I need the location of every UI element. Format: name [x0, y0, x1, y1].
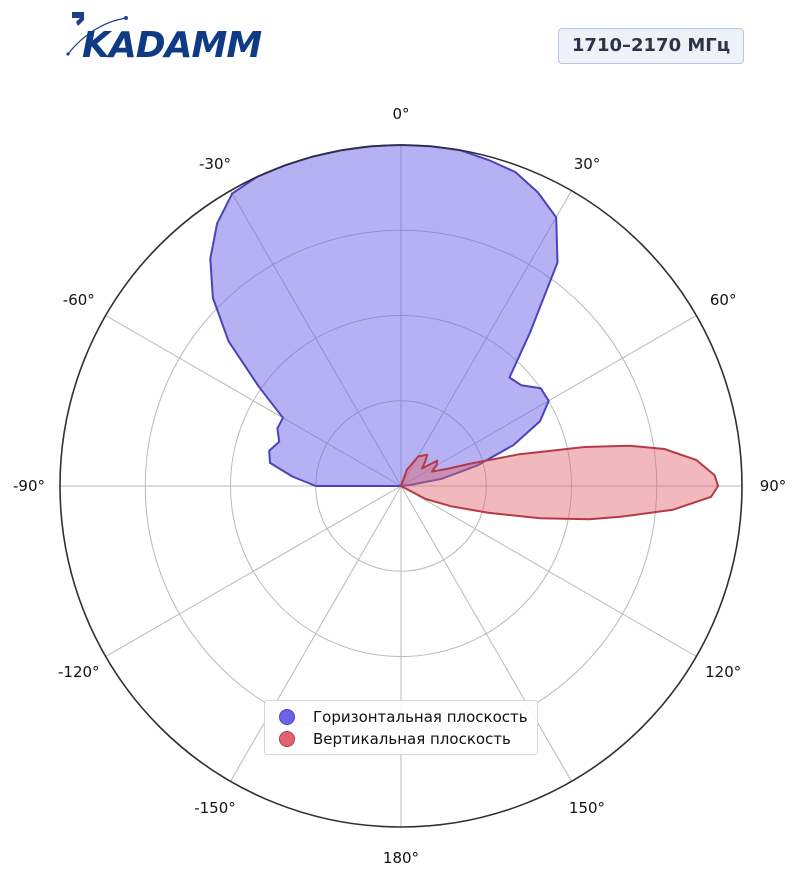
legend-label-vertical: Вертикальная плоскость	[313, 730, 511, 748]
angle-tick-label: -30°	[199, 155, 231, 173]
angle-tick-label: -90°	[13, 477, 45, 495]
brand-logo: KADAMM	[62, 6, 267, 62]
angle-tick-label: 0°	[392, 105, 409, 123]
series-area-1	[400, 444, 720, 521]
brand-wordmark: KADAMM	[82, 25, 262, 62]
angle-tick-label: -120°	[58, 663, 100, 681]
angle-tick-label: -150°	[194, 799, 236, 817]
angle-tick-labels: 0° 30° 60° 90° 120° 150° 180° -150° -120° -90° -60…	[13, 105, 786, 867]
legend-item-horizontal: Горизонтальная плоскость	[279, 706, 537, 728]
series-area-0	[209, 144, 559, 487]
angle-tick-label: 90°	[760, 477, 787, 495]
legend: Горизонтальная плоскость Вертикальная пл…	[264, 700, 538, 755]
kadamm-logo-mark: KADAMM	[66, 12, 263, 62]
outer-ring	[59, 144, 743, 828]
angle-tick-label: 150°	[569, 799, 605, 817]
angle-tick-label: 120°	[705, 663, 741, 681]
angle-tick-label: 180°	[383, 849, 419, 867]
legend-swatch-horizontal	[279, 709, 295, 725]
angle-tick-label: 30°	[574, 155, 601, 173]
legend-item-vertical: Вертикальная плоскость	[279, 728, 537, 750]
angle-tick-label: 60°	[710, 291, 737, 309]
frequency-band-badge: 1710–2170 МГц	[558, 28, 744, 64]
legend-label-horizontal: Горизонтальная плоскость	[313, 708, 528, 726]
legend-swatch-vertical	[279, 731, 295, 747]
series-layer	[209, 144, 720, 521]
angle-tick-label: -60°	[63, 291, 95, 309]
